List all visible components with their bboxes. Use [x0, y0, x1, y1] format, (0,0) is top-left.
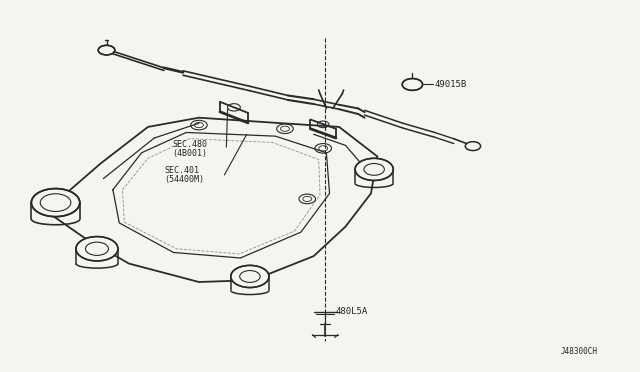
- Circle shape: [402, 78, 422, 90]
- Text: (54400M): (54400M): [164, 175, 204, 184]
- Text: (4B001): (4B001): [172, 149, 207, 158]
- Circle shape: [76, 237, 118, 261]
- Circle shape: [355, 158, 394, 180]
- Text: SEC.480: SEC.480: [172, 140, 207, 149]
- Circle shape: [99, 45, 115, 55]
- Text: 480L5A: 480L5A: [336, 307, 368, 316]
- Circle shape: [31, 189, 80, 217]
- Text: J48300CH: J48300CH: [560, 347, 597, 356]
- Text: SEC.401: SEC.401: [164, 166, 199, 175]
- Text: 49015B: 49015B: [435, 80, 467, 89]
- Circle shape: [231, 265, 269, 288]
